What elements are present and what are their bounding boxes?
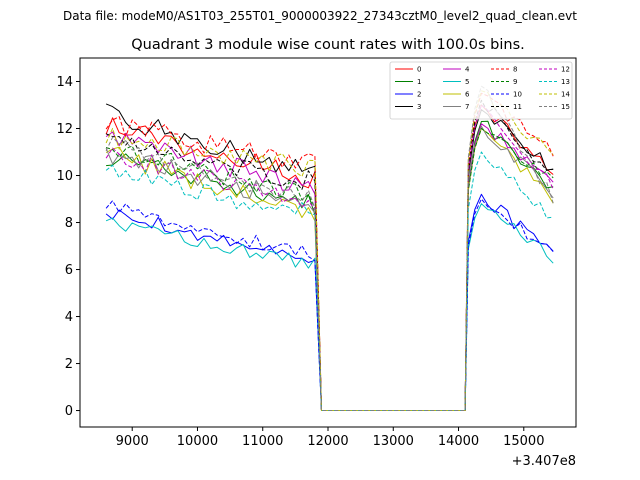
- x-tick-label: 10000: [177, 434, 218, 449]
- legend-label-1: 1: [417, 78, 421, 86]
- legend-label-8: 8: [513, 66, 517, 74]
- legend-label-3: 3: [417, 103, 421, 111]
- legend-label-0: 0: [417, 66, 421, 74]
- series-line-7: [105, 125, 554, 411]
- legend-label-10: 10: [513, 91, 522, 99]
- y-tick-label: 0: [65, 404, 73, 419]
- legend-label-5: 5: [465, 78, 469, 86]
- chart-title: Quadrant 3 module wise count rates with …: [131, 37, 525, 53]
- y-tick-label: 14: [56, 75, 73, 90]
- legend-label-13: 13: [561, 78, 570, 86]
- legend-frame: [389, 61, 573, 120]
- legend-label-15: 15: [561, 103, 570, 111]
- series-line-12: [105, 104, 554, 411]
- y-tick-label: 12: [56, 122, 73, 137]
- y-axis: 0 2 4 6 8 10 12 14: [56, 75, 80, 419]
- y-tick-label: 8: [65, 216, 73, 231]
- x-offset-label: +3.407e8: [512, 454, 576, 469]
- series-layer: [105, 85, 554, 411]
- y-tick-label: 2: [65, 357, 73, 372]
- plot-area: [79, 57, 577, 428]
- series-line-5: [105, 203, 554, 411]
- series-line-13: [105, 151, 554, 411]
- chart-suptitle: Data file: modeM0/AS1T03_255T01_90000039…: [63, 9, 577, 23]
- y-tick-label: 6: [65, 263, 73, 278]
- legend-label-6: 6: [465, 91, 470, 99]
- series-line-4: [105, 123, 554, 411]
- x-tick-label: 11000: [242, 434, 283, 449]
- x-axis: 9000 10000 11000 12000 13000 14000 15000: [116, 427, 544, 449]
- series-line-10: [105, 198, 554, 411]
- series-line-9: [105, 128, 554, 411]
- legend-label-7: 7: [465, 103, 469, 111]
- legend-label-4: 4: [465, 66, 470, 74]
- x-tick-label: 12000: [307, 434, 348, 449]
- y-tick-label: 10: [56, 169, 73, 184]
- legend-label-11: 11: [513, 103, 522, 111]
- x-tick-label: 14000: [438, 434, 479, 449]
- x-tick-label: 9000: [116, 434, 149, 449]
- series-line-3: [105, 103, 554, 411]
- series-line-1: [106, 120, 554, 411]
- legend-label-12: 12: [561, 66, 570, 74]
- legend-label-9: 9: [513, 78, 517, 86]
- y-tick-label: 4: [65, 310, 73, 325]
- legend-label-14: 14: [561, 91, 570, 99]
- x-tick-label: 13000: [373, 434, 414, 449]
- legend-label-2: 2: [417, 91, 421, 99]
- x-tick-label: 15000: [503, 434, 544, 449]
